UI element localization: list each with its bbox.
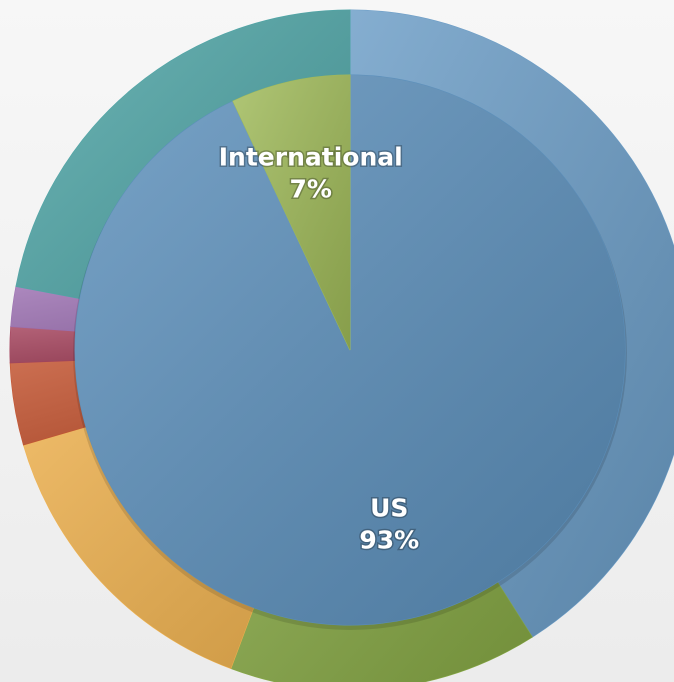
slice-shade [232, 75, 350, 350]
slice-value: 93% [359, 526, 419, 555]
slice-label: International [219, 142, 403, 171]
slice-value: 7% [290, 174, 332, 203]
slice-label: US [370, 494, 408, 523]
